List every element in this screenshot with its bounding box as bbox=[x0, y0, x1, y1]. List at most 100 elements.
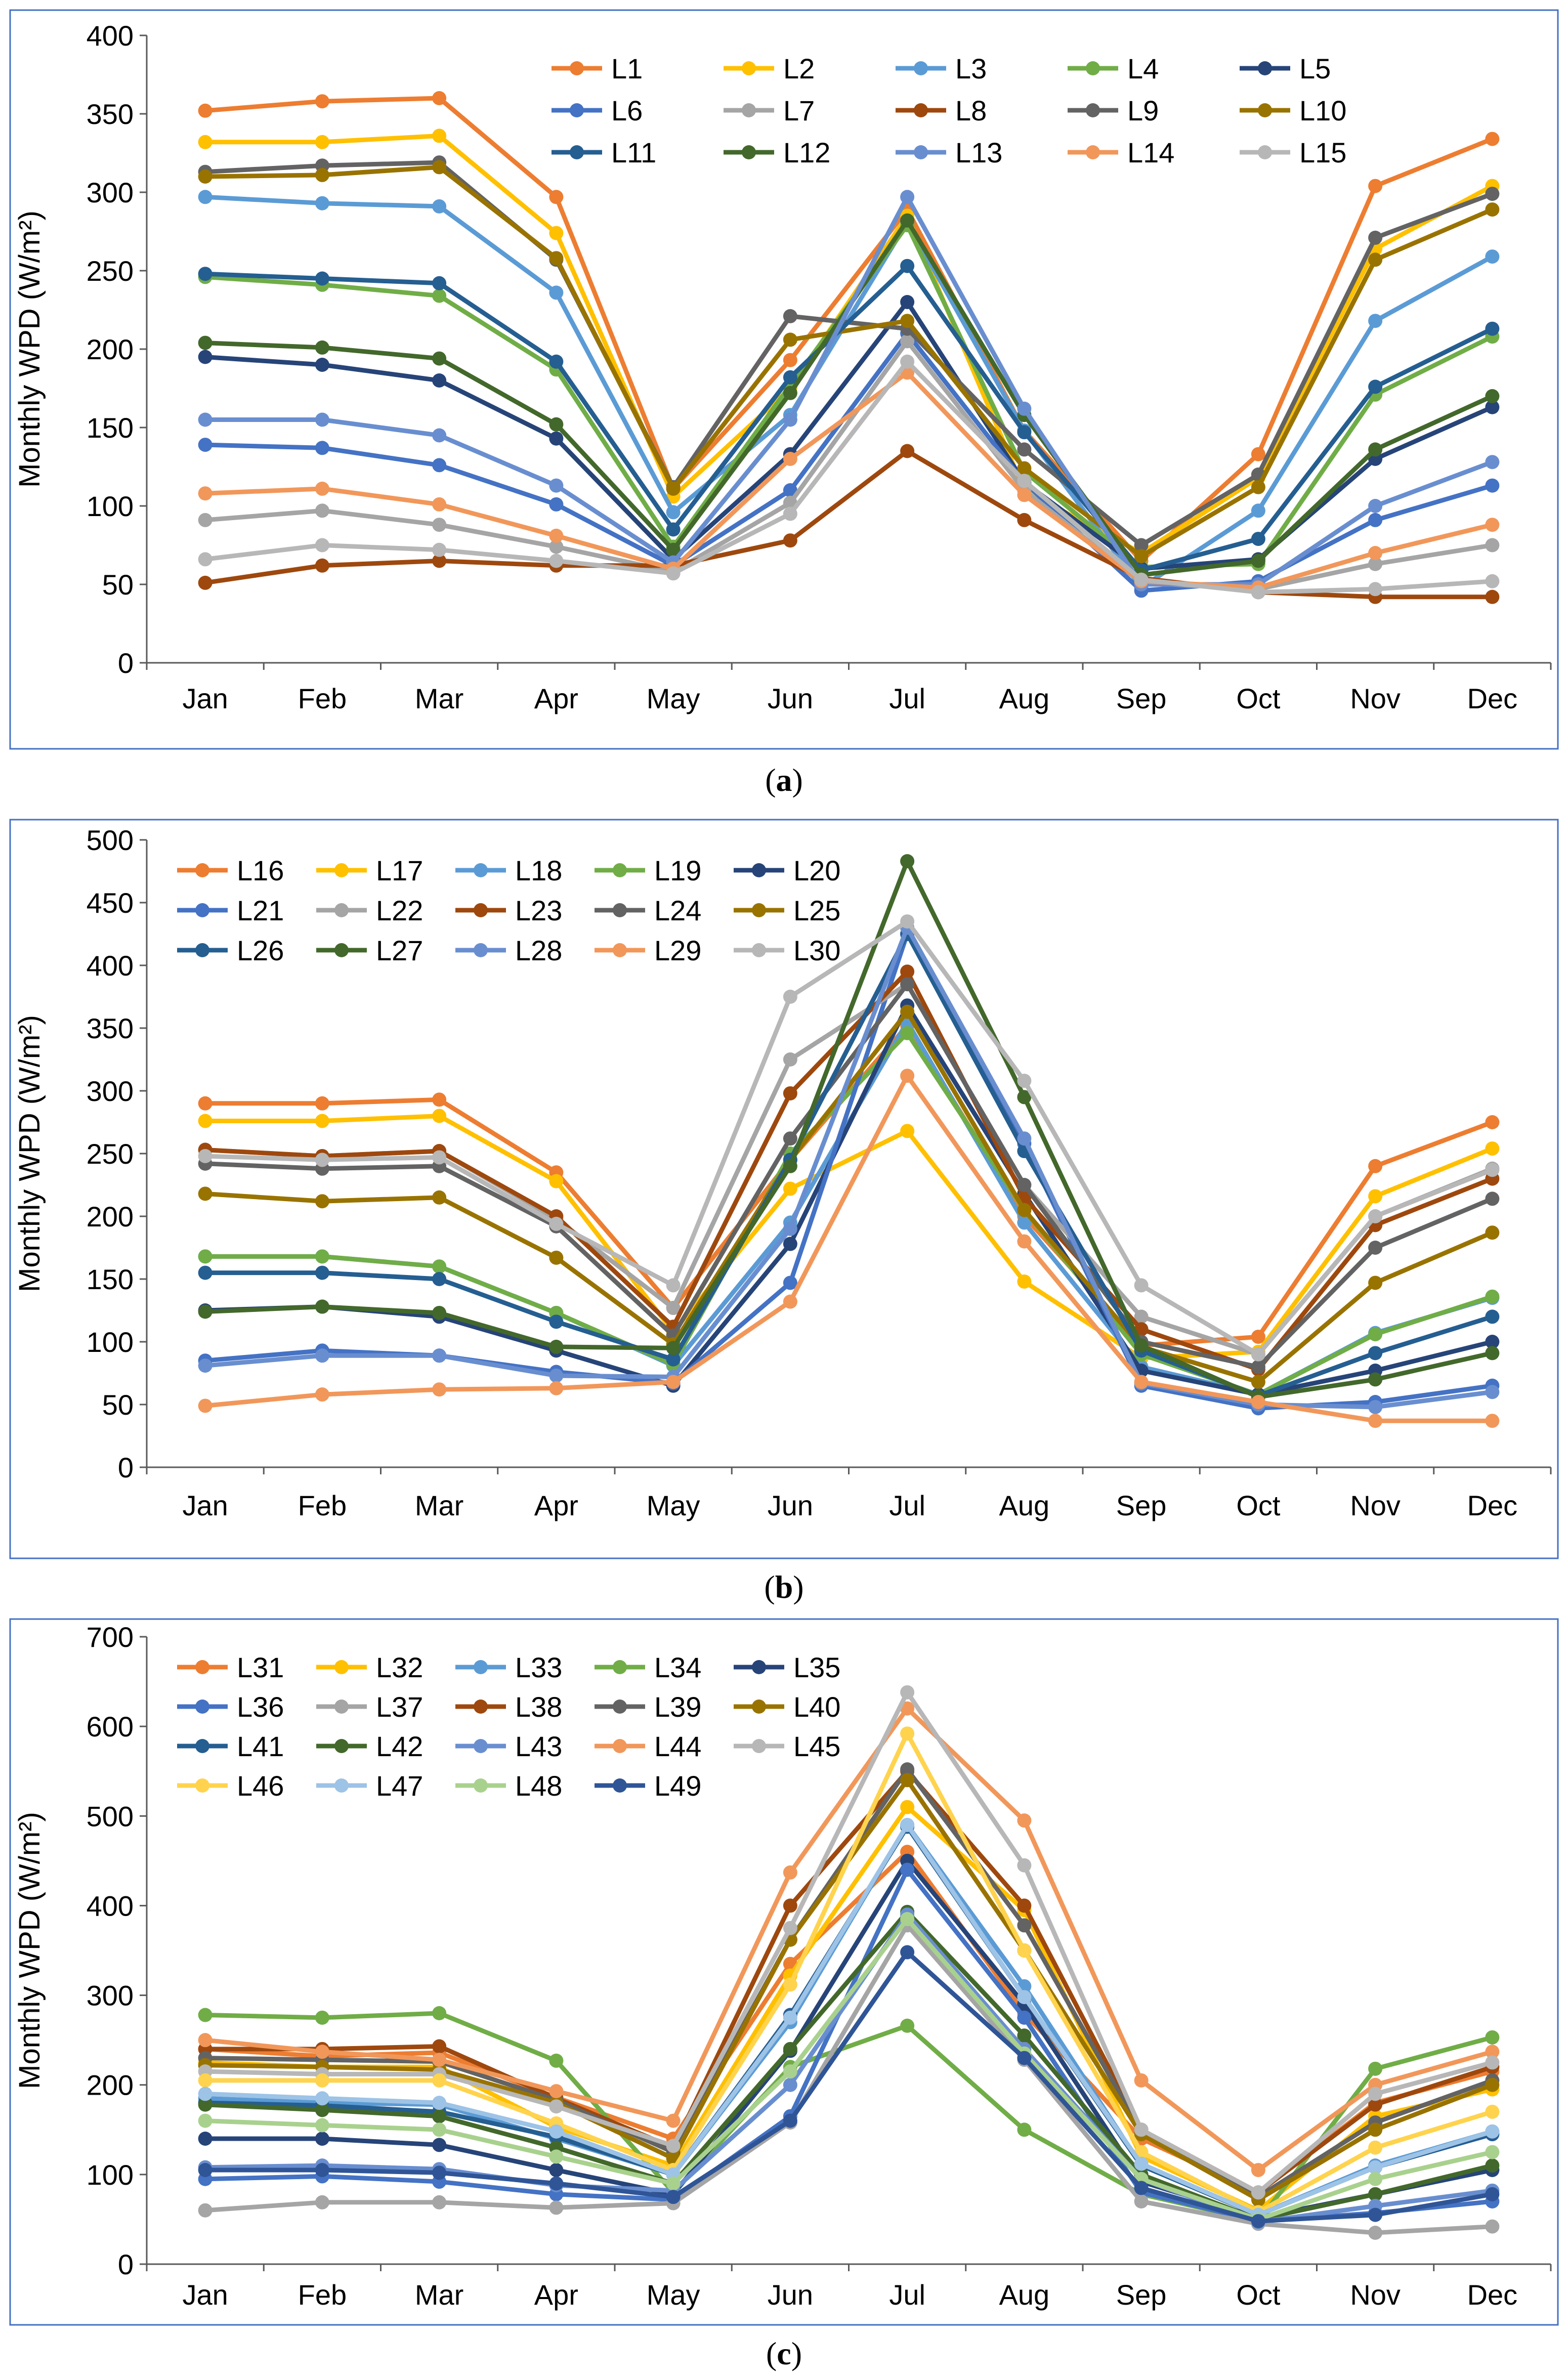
series-L8-point bbox=[1017, 513, 1032, 527]
series-L12-point bbox=[549, 417, 564, 432]
series-L45-point bbox=[1485, 2055, 1500, 2070]
series-L15-point bbox=[1485, 574, 1500, 588]
series-L23-point bbox=[900, 964, 915, 979]
legend-L32-marker bbox=[334, 1660, 349, 1674]
series-L10-point bbox=[783, 332, 797, 347]
series-L10-point bbox=[315, 167, 329, 182]
series-L17-line bbox=[205, 1114, 1494, 1361]
chart-a-x-tick-label: Jun bbox=[768, 683, 813, 714]
series-L10-point bbox=[549, 251, 564, 266]
series-L48-point bbox=[1368, 2172, 1383, 2186]
series-L15-point bbox=[198, 552, 213, 567]
series-L9-point bbox=[1017, 442, 1032, 457]
series-L28-point bbox=[1485, 1385, 1500, 1399]
chart-a-y-tick-label: 150 bbox=[87, 412, 134, 444]
series-L34-point bbox=[1017, 2122, 1032, 2137]
legend-L30-marker bbox=[752, 943, 766, 957]
series-L40-point bbox=[900, 1773, 915, 1788]
series-L26-point bbox=[198, 1265, 213, 1280]
series-L22-point bbox=[666, 1301, 681, 1315]
legend-L36-marker bbox=[195, 1700, 209, 1714]
series-L47-point bbox=[198, 2087, 213, 2101]
chart-a-y-tick-label: 350 bbox=[87, 98, 134, 130]
series-L10-point bbox=[1485, 202, 1500, 217]
chart-c-svg: 0 100 200 300 400 500 600 700 Jan Feb Mar Apr May Jun… bbox=[9, 1618, 1559, 2326]
legend-L33-label: L33 bbox=[515, 1651, 562, 1683]
series-L24-point bbox=[1485, 1192, 1500, 1206]
series-L6-point bbox=[198, 438, 213, 452]
series-L34-point bbox=[315, 2010, 329, 2025]
series-L26-point bbox=[549, 1314, 564, 1329]
chart-c-x-tick-label: Jun bbox=[768, 2279, 813, 2311]
series-L46-point bbox=[900, 1726, 915, 1741]
series-L18-point bbox=[1017, 1215, 1032, 1230]
legend-L2-label: L2 bbox=[783, 53, 815, 84]
series-L48-point bbox=[783, 2064, 797, 2079]
legend-L48-label: L48 bbox=[515, 1770, 562, 1802]
series-L49-point bbox=[783, 2113, 797, 2128]
series-L32-point bbox=[900, 1800, 915, 1814]
series-L42-point bbox=[783, 2042, 797, 2056]
series-L10-point bbox=[432, 160, 447, 175]
chart-b-x-tick-label: Jun bbox=[768, 1490, 813, 1521]
series-L44-line bbox=[205, 1706, 1493, 2173]
chart-c-y-tick-label: 0 bbox=[118, 2248, 134, 2280]
series-L29-point bbox=[1134, 1375, 1149, 1389]
legend-L27-marker bbox=[334, 943, 349, 957]
series-L1-point bbox=[315, 94, 329, 109]
series-L47-point bbox=[1134, 2156, 1149, 2171]
series-L15-point bbox=[315, 538, 329, 553]
series-L46-point bbox=[198, 2073, 213, 2088]
series-L17-point bbox=[783, 1181, 797, 1196]
legend-L11-label: L11 bbox=[611, 137, 656, 168]
chart-c-y-axis-title: Monthly WPD (W/m²) bbox=[13, 1812, 46, 2089]
legend-L47-marker bbox=[334, 1778, 349, 1793]
series-L15-point bbox=[900, 354, 915, 369]
legend-L45-marker bbox=[752, 1739, 766, 1753]
series-L2-point bbox=[549, 226, 564, 240]
series-L40-point bbox=[1368, 2122, 1383, 2137]
series-L3-point bbox=[1251, 503, 1265, 518]
series-L28-point bbox=[1017, 1131, 1032, 1146]
series-L3-point bbox=[1485, 249, 1500, 264]
series-L3-point bbox=[1368, 314, 1383, 328]
series-L6-point bbox=[432, 458, 447, 473]
legend-L27-label: L27 bbox=[376, 934, 423, 966]
series-L29-point bbox=[432, 1382, 447, 1397]
series-L20-point bbox=[1485, 1335, 1500, 1349]
legend-L16-marker bbox=[195, 863, 209, 877]
chart-b-y-tick-label: 150 bbox=[87, 1263, 134, 1295]
chart-c-x-tick-label: Apr bbox=[534, 2279, 578, 2311]
series-L48-point bbox=[1485, 2145, 1500, 2159]
series-L26-point bbox=[1368, 1346, 1383, 1361]
series-L45-point bbox=[783, 1921, 797, 1935]
series-L6-point bbox=[549, 497, 564, 512]
legend-L3-marker bbox=[914, 61, 928, 75]
series-L11-point bbox=[549, 354, 564, 369]
series-L10-point bbox=[900, 314, 915, 328]
legend-L24-marker bbox=[613, 903, 627, 917]
legend-L8-marker bbox=[914, 103, 928, 117]
series-L11-point bbox=[666, 522, 681, 537]
series-L6-point bbox=[1485, 478, 1500, 493]
chart-b-x-tick-label: Oct bbox=[1236, 1490, 1281, 1521]
series-L39-point bbox=[900, 1762, 915, 1777]
legend-L25-label: L25 bbox=[793, 895, 840, 926]
series-L49-point bbox=[1368, 2207, 1383, 2222]
series-L27-point bbox=[198, 1304, 213, 1319]
series-L27-point bbox=[1368, 1372, 1383, 1387]
series-L34-point bbox=[198, 2008, 213, 2022]
series-L19-point bbox=[432, 1259, 447, 1274]
series-L9-point bbox=[1485, 187, 1500, 201]
series-L44-point bbox=[666, 2113, 681, 2128]
series-L22-point bbox=[783, 1052, 797, 1067]
legend-L37-marker bbox=[334, 1700, 349, 1714]
chart-a-x-tick-label: Dec bbox=[1467, 683, 1518, 714]
series-L45-point bbox=[666, 2139, 681, 2153]
series-L12-point bbox=[1485, 389, 1500, 403]
series-L49-point bbox=[900, 1945, 915, 1960]
chart-b-x-tick-label: May bbox=[647, 1490, 700, 1521]
series-L24-point bbox=[900, 977, 915, 992]
chart-a-x-tick-label: Nov bbox=[1350, 683, 1401, 714]
series-L13-point bbox=[315, 412, 329, 427]
